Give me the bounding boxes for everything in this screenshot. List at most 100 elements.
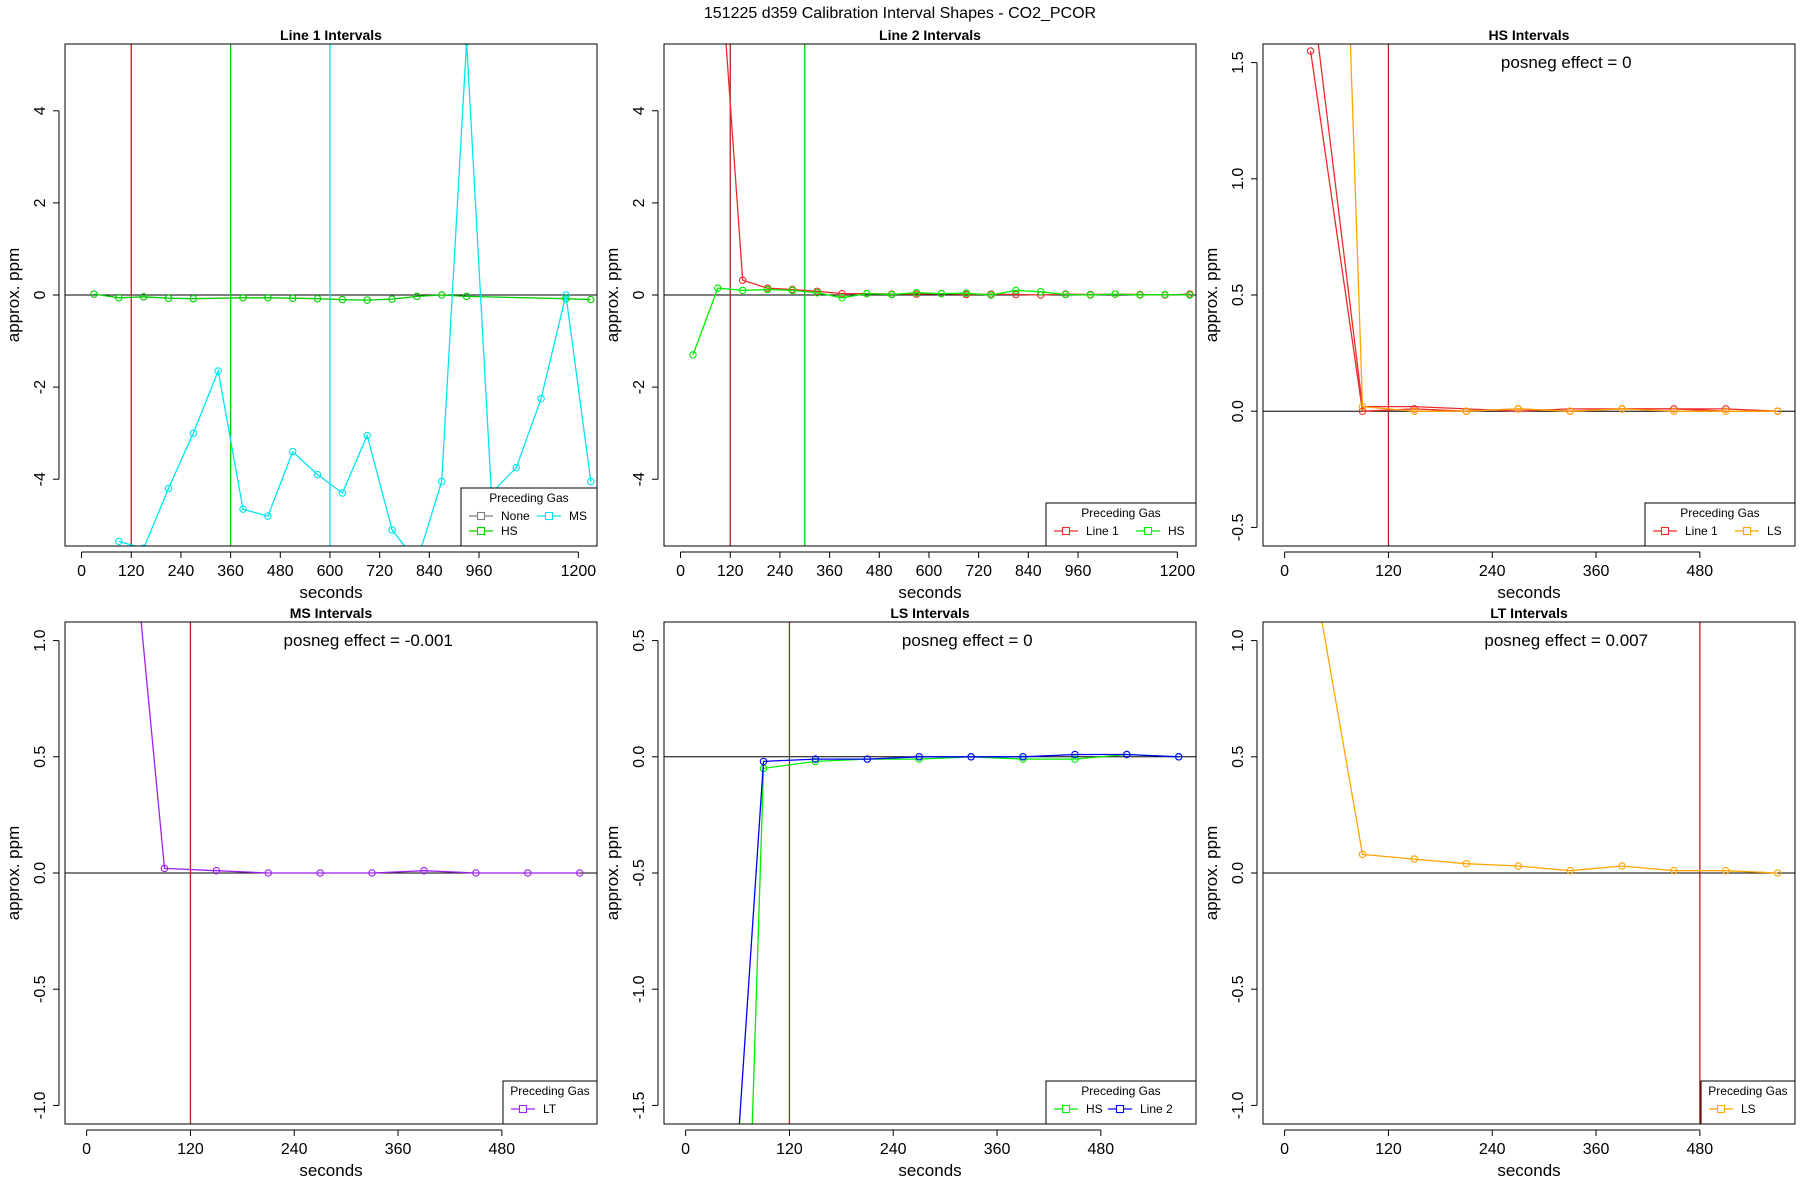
data-point <box>788 286 797 295</box>
series-line <box>1321 622 1778 874</box>
x-tick-label: 240 <box>880 1141 907 1158</box>
series-line <box>751 753 1179 1124</box>
y-axis-title: approx. ppm <box>1202 826 1221 921</box>
legend-title: Preceding Gas <box>510 1084 589 1098</box>
data-point <box>462 292 471 301</box>
data-point <box>160 864 169 873</box>
y-tick-label: 1.0 <box>32 629 49 651</box>
x-tick-label: 960 <box>1065 563 1092 580</box>
legend-swatch-marker <box>476 511 486 521</box>
plot-area <box>65 622 597 1124</box>
legend: Preceding Gas Line 1 LS <box>1644 502 1796 547</box>
x-axis-title: seconds <box>299 583 362 602</box>
data-point <box>811 757 820 766</box>
x-tick-label: 240 <box>767 563 794 580</box>
x-tick-label: 120 <box>177 1141 204 1158</box>
legend-label: HS <box>501 524 518 538</box>
data-point <box>212 866 221 875</box>
data-point <box>1174 753 1183 761</box>
x-tick-label: 0 <box>681 1141 690 1158</box>
data-point <box>463 44 470 46</box>
data-point <box>1670 866 1678 875</box>
data-point <box>139 293 148 301</box>
data-point <box>587 477 595 486</box>
x-tick-label: 360 <box>816 563 843 580</box>
data-point <box>1722 866 1730 875</box>
data-point <box>1773 869 1782 877</box>
data-point <box>1773 407 1782 415</box>
x-tick-label: 480 <box>267 563 294 580</box>
legend-box <box>502 1080 598 1125</box>
data-point <box>420 866 428 875</box>
y-tick-label: 0.5 <box>631 629 648 651</box>
legend-title: Preceding Gas <box>1081 1084 1160 1098</box>
data-point <box>239 505 247 513</box>
data-point <box>1071 755 1079 763</box>
y-tick-label: 0 <box>32 290 49 299</box>
x-axis-title: seconds <box>898 583 961 602</box>
y-tick-label: 0.5 <box>32 746 49 768</box>
y-tick-label: 1.5 <box>1230 51 1247 73</box>
x-tick-label: 240 <box>1479 1141 1506 1158</box>
legend-swatch-marker <box>1061 526 1071 536</box>
y-tick-label: -4 <box>631 472 648 486</box>
x-tick-label: 240 <box>281 1141 308 1158</box>
data-point <box>512 463 521 472</box>
plot-frame <box>1262 621 1796 1125</box>
posneg-annotation: posneg effect = 0 <box>902 631 1033 650</box>
chart-panel-3: HS Intervals 0 120 240 360 480 seconds -0.5 0.0 0… <box>1202 27 1796 602</box>
legend-label: Line 2 <box>1140 1102 1173 1116</box>
plot-area <box>65 44 597 546</box>
y-tick-label: -1.0 <box>1230 1092 1247 1120</box>
data-point <box>1566 407 1574 415</box>
chart-panel-5: LS Intervals 0 120 240 360 480 seconds -1.5 -1.0… <box>603 605 1197 1180</box>
data-point <box>437 291 446 299</box>
legend-label: HS <box>1168 524 1185 538</box>
data-point <box>368 869 376 877</box>
data-point <box>338 489 347 497</box>
data-point <box>1186 291 1194 299</box>
x-tick-label: 840 <box>1015 563 1042 580</box>
posneg-annotation: posneg effect = 0.007 <box>1484 631 1648 650</box>
data-point <box>388 295 396 303</box>
panel-title: LS Intervals <box>890 605 970 621</box>
y-axis-title: approx. ppm <box>4 826 23 921</box>
data-point <box>967 753 975 761</box>
x-axis-title: seconds <box>1497 1161 1560 1180</box>
data-point <box>288 294 297 302</box>
y-tick-label: -4 <box>32 472 49 486</box>
posneg-annotation: posneg effect = -0.001 <box>284 631 453 650</box>
data-point <box>863 755 872 763</box>
data-point <box>524 869 532 877</box>
y-tick-label: -1.0 <box>631 975 648 1003</box>
data-point <box>388 526 396 534</box>
panel-title: Line 1 Intervals <box>280 27 382 43</box>
data-point <box>1722 405 1730 413</box>
y-tick-label: -0.5 <box>631 859 648 887</box>
data-point <box>937 289 946 298</box>
x-tick-label: 1200 <box>1160 563 1196 580</box>
data-point <box>1514 862 1522 870</box>
data-point <box>738 276 747 285</box>
chart-panel-4: MS Intervals 0 120 240 360 480 seconds -1.0 -0.5… <box>4 605 598 1180</box>
series-line <box>118 44 592 546</box>
legend-swatch-marker <box>1143 526 1153 536</box>
y-tick-label: 0.5 <box>1230 284 1247 306</box>
data-point <box>1358 402 1367 411</box>
data-point <box>1358 407 1367 415</box>
x-tick-label: 240 <box>168 563 195 580</box>
plot-frame <box>64 621 598 1125</box>
y-tick-label: 1.0 <box>1230 629 1247 651</box>
data-point <box>264 869 273 877</box>
legend-box <box>1045 502 1197 547</box>
y-axis-title: approx. ppm <box>603 248 622 343</box>
data-point <box>164 294 173 302</box>
y-axis-title: approx. ppm <box>4 248 23 343</box>
data-point <box>912 288 921 297</box>
y-axis-title: approx. ppm <box>1202 248 1221 343</box>
data-point <box>575 869 584 877</box>
data-point <box>813 288 821 297</box>
